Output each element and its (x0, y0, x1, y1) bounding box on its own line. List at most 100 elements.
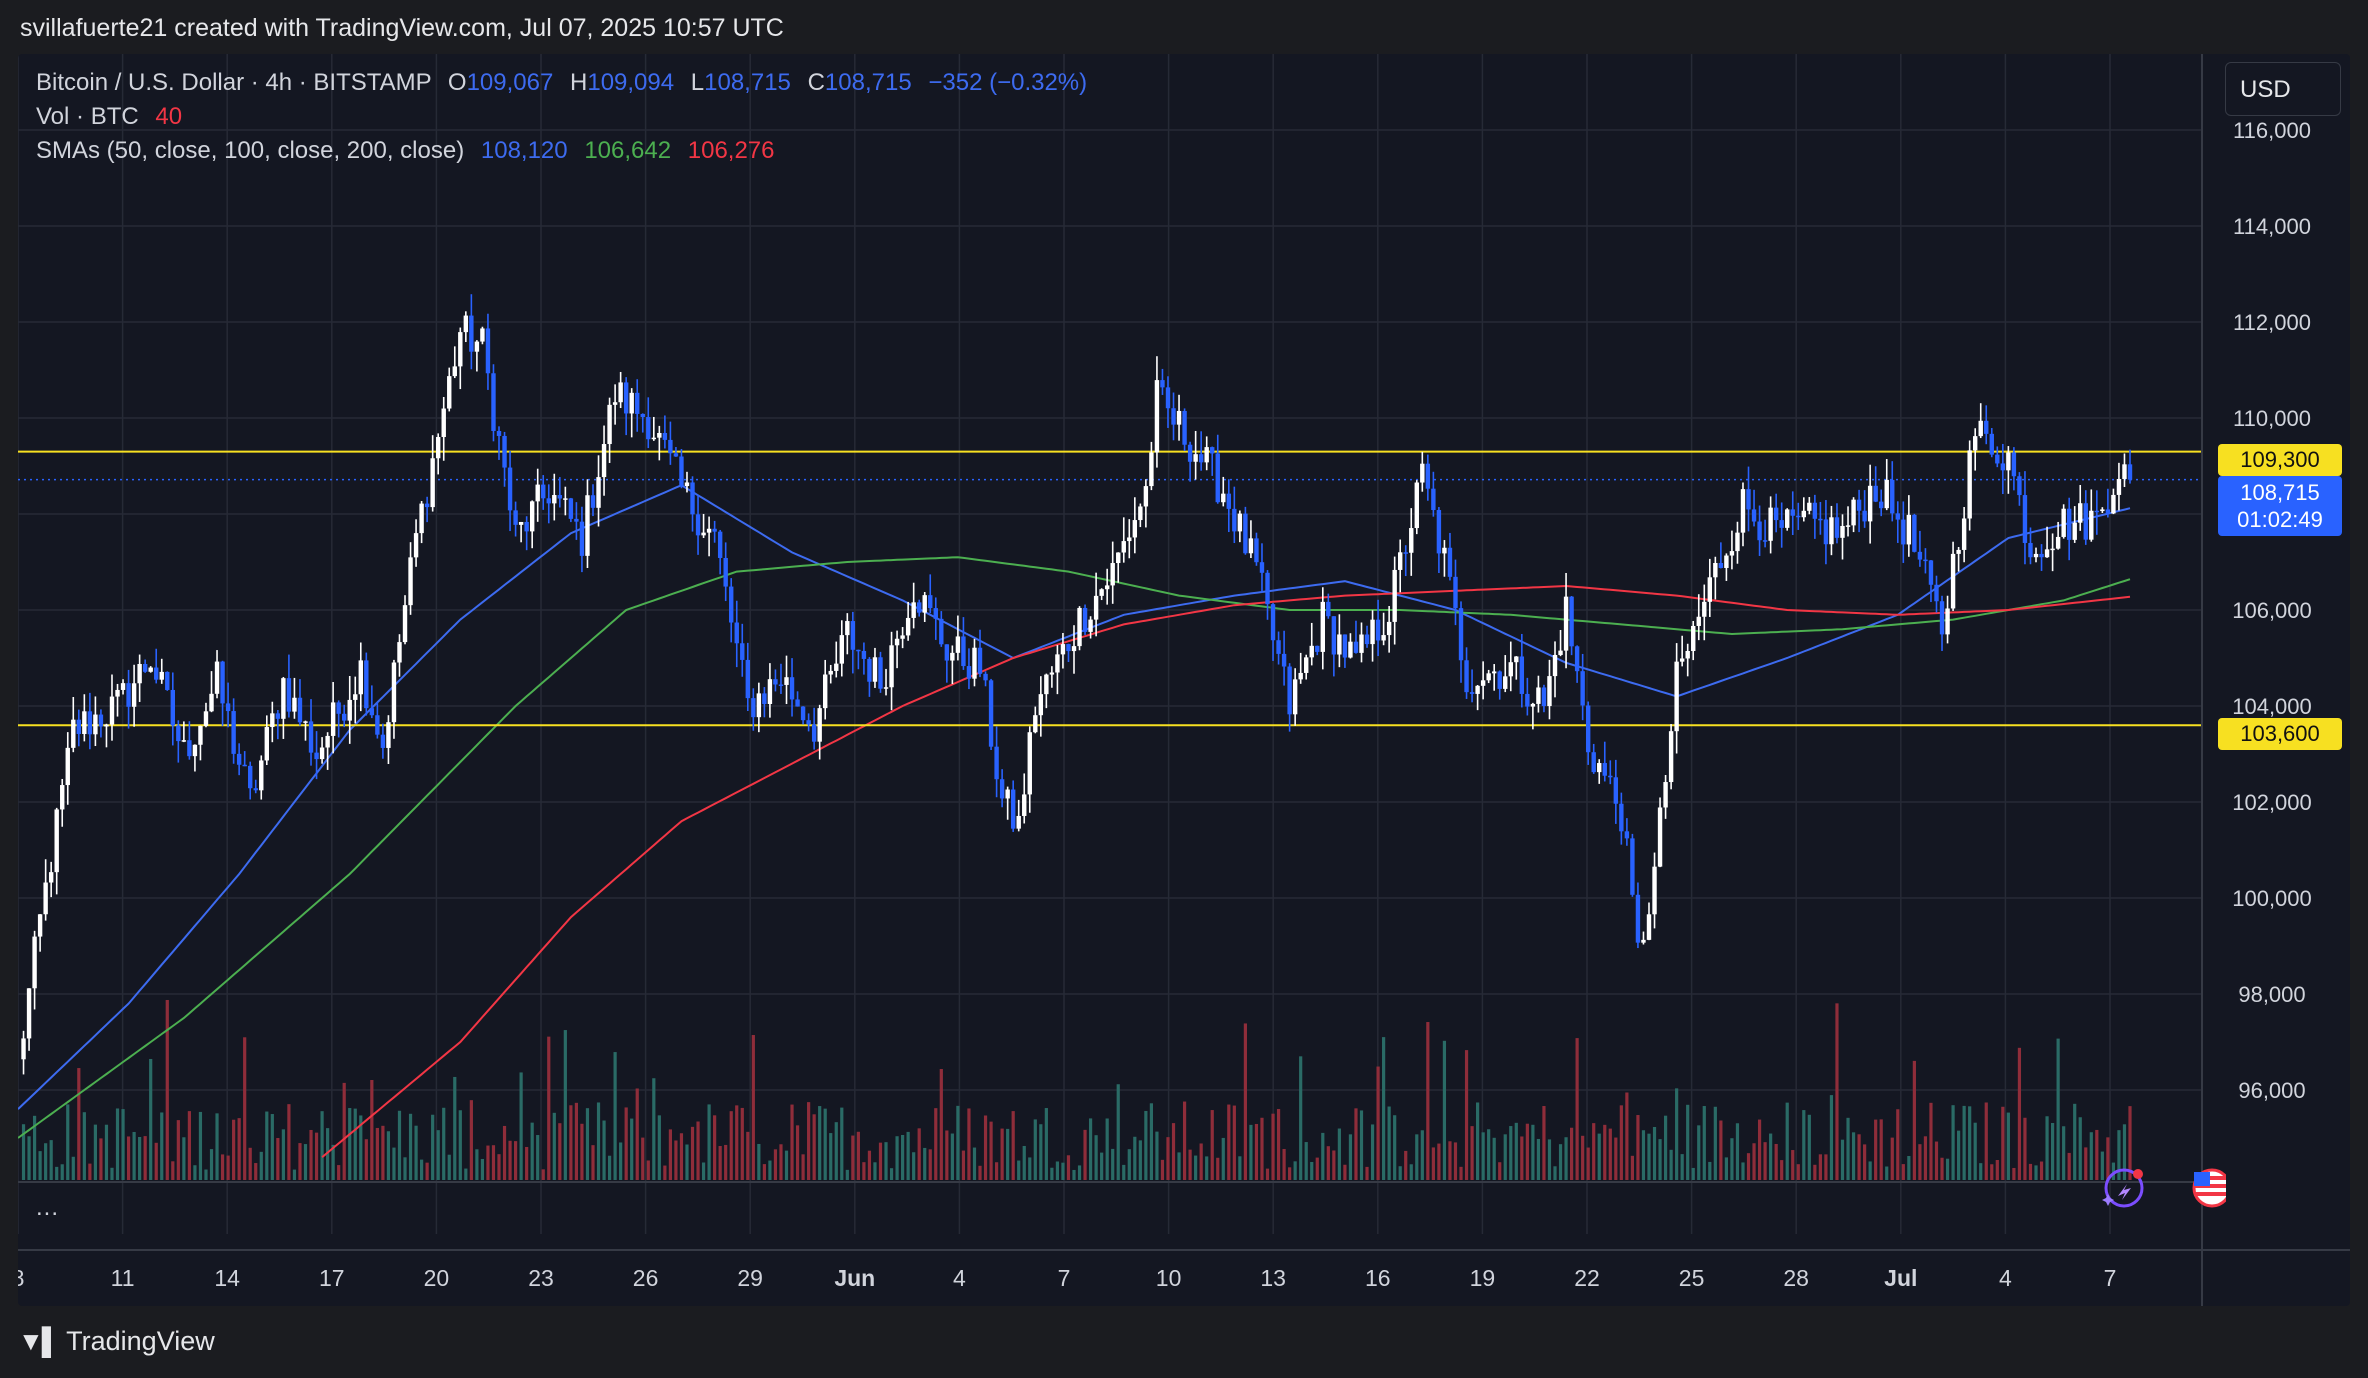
candle-body (1099, 589, 1104, 596)
volume-bar (353, 1108, 357, 1180)
candle-body (142, 664, 148, 672)
candle-body (1104, 585, 1110, 590)
volume-bar (663, 1165, 667, 1180)
candle-body (1033, 715, 1038, 733)
time-tick-label: 25 (1679, 1265, 1705, 1291)
volume-bar (1547, 1139, 1552, 1180)
candle-body (209, 693, 214, 712)
more-indicators-button[interactable]: ... (36, 1194, 60, 1221)
volume-bar (1492, 1137, 1496, 1180)
volume-bar (38, 1151, 42, 1180)
volume-bar (1382, 1037, 1386, 1180)
volume-bar (569, 1105, 573, 1180)
candle-body (1292, 679, 1298, 715)
candle-body (120, 683, 126, 690)
volume-bar (1597, 1133, 1601, 1180)
volume-bar (453, 1076, 457, 1180)
volume-bar (397, 1110, 402, 1180)
candle-body (607, 404, 612, 445)
candle-body (148, 667, 153, 672)
top-caption-bar: svillafuerte21 created with TradingView.… (0, 0, 2368, 54)
volume-bar (1282, 1148, 1286, 1180)
candle-body (430, 458, 435, 508)
legend-volume-row[interactable]: Vol · BTC 40 (36, 100, 1087, 134)
volume-bar (574, 1102, 579, 1180)
volume-bar (342, 1082, 346, 1180)
volume-bar (209, 1149, 214, 1180)
volume-bar (1520, 1136, 1524, 1180)
volume-bar (1857, 1134, 1861, 1180)
volume-bar (1757, 1119, 1762, 1180)
candle-body (845, 621, 850, 636)
grid-layer (18, 54, 2202, 1234)
legend-symbol: Bitcoin / U.S. Dollar · 4h · BITSTAMP (36, 69, 432, 96)
candle-body (524, 521, 529, 532)
price-tick-label: 96,000 (2238, 1078, 2305, 1103)
candle-body (1182, 410, 1187, 445)
volume-bar (1680, 1154, 1684, 1180)
volume-bar (303, 1144, 308, 1180)
volume-bar (149, 1058, 153, 1180)
volume-bar (1044, 1108, 1048, 1180)
candle-body (1414, 482, 1419, 529)
candle-body (712, 528, 717, 532)
volume-bar (917, 1128, 921, 1180)
volume-bar (1741, 1162, 1745, 1180)
tradingview-logo[interactable]: ▼▌ TradingView (18, 1326, 215, 1357)
time-tick-label: 8 (18, 1265, 24, 1291)
volume-bar (1453, 1142, 1458, 1180)
candle-body (347, 699, 352, 721)
resistance-price-tag: 109,300 (2218, 444, 2342, 476)
price-tick-label: 98,000 (2238, 982, 2305, 1007)
volume-bar (1470, 1126, 1474, 1180)
chart-panel[interactable]: 96,000 98,000 100,000 102,000 104,000 106,000… (18, 54, 2350, 1306)
candle-body (1315, 645, 1320, 652)
candle-body (662, 432, 668, 440)
volume-bar (1011, 1111, 1015, 1180)
volume-bar (1409, 1164, 1413, 1180)
us-flag-icon[interactable] (2190, 1166, 2226, 1210)
candle-body (911, 602, 916, 618)
volume-bar (1304, 1142, 1308, 1180)
candle-body (1812, 502, 1818, 519)
volume-layer (21, 999, 2132, 1180)
price-chart[interactable]: 96,000 98,000 100,000 102,000 104,000 106,000… (18, 54, 2350, 1306)
candle-body (1989, 433, 1994, 455)
volume-bar (1962, 1105, 1966, 1180)
candle-body (270, 713, 275, 728)
candle-body (1270, 604, 1276, 641)
candle-body (1834, 517, 1840, 538)
candle-body (1862, 510, 1867, 522)
sparkle-assistant-icon[interactable] (2098, 1162, 2150, 1214)
currency-selector[interactable]: USD (2225, 62, 2341, 116)
volume-bar (1160, 1159, 1165, 1180)
candle-body (762, 693, 767, 704)
candle-body (1276, 640, 1281, 654)
volume-bar (1199, 1143, 1203, 1180)
volume-bar (480, 1158, 485, 1180)
volume-bar (2050, 1123, 2055, 1180)
volume-bar (701, 1162, 706, 1180)
candle-body (1608, 775, 1613, 778)
volume-bar (115, 1108, 120, 1180)
volume-bar (851, 1135, 855, 1180)
candle-body (988, 680, 994, 747)
candle-body (2100, 509, 2105, 512)
volume-bar (1105, 1118, 1109, 1180)
candle-body (585, 495, 590, 556)
volume-bar (1393, 1115, 1397, 1180)
volume-bar (1536, 1138, 1541, 1180)
volume-bar (281, 1129, 285, 1180)
volume-bar (1663, 1115, 1668, 1180)
candle-body (944, 644, 950, 661)
volume-bar (1111, 1148, 1115, 1180)
candle-body (706, 528, 712, 533)
candle-body (751, 698, 756, 718)
legend-sma-row[interactable]: SMAs (50, close, 100, close, 200, close)… (36, 134, 1087, 168)
volume-bar (287, 1104, 291, 1180)
volume-bar (1315, 1157, 1319, 1180)
volume-bar (1420, 1130, 1424, 1180)
candle-body (1298, 672, 1303, 680)
candle-body (1331, 616, 1337, 655)
candle-body (1198, 454, 1204, 463)
